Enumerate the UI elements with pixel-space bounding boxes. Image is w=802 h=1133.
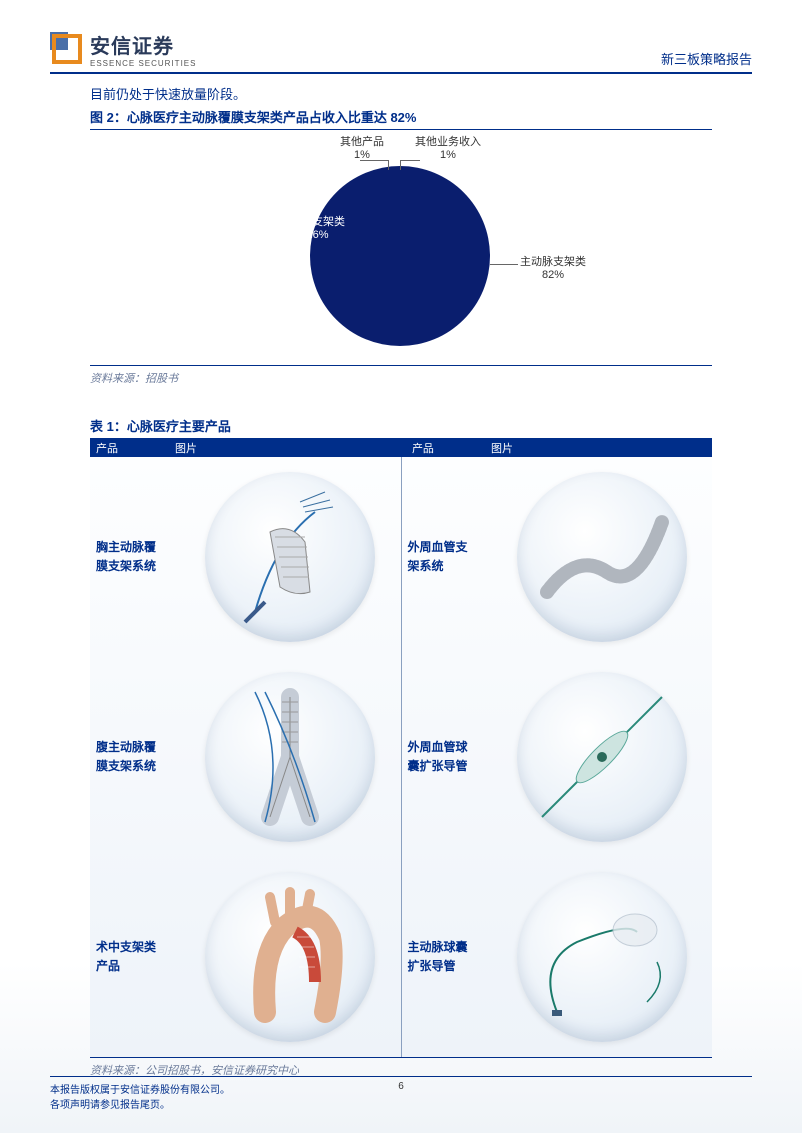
product-image [517, 872, 687, 1042]
company-name-en: ESSENCE SECURITIES [90, 59, 196, 68]
pie-label-main: 主动脉支架类 82% [520, 256, 586, 282]
product-row: 术中支架类产品 [90, 857, 401, 1057]
product-image [517, 472, 687, 642]
balloon-catheter-icon [527, 682, 677, 832]
pie-label-other1: 其他产品 1% [340, 136, 384, 162]
table1-header: 产品 图片 产品 图片 [90, 439, 712, 457]
logo-icon [50, 32, 84, 66]
product-image [205, 472, 375, 642]
product-row: 主动脉球囊扩张导管 [402, 857, 713, 1057]
pie-label-other2: 其他业务收入 1% [415, 136, 481, 162]
product-image [205, 872, 375, 1042]
pie-label-mid: 术中支架类 16% [290, 216, 345, 242]
figure2-title: 图 2：心脉医疗主动脉覆膜支架类产品占收入比重达 82% [90, 107, 712, 130]
stent-y-icon [215, 682, 365, 832]
product-image [205, 672, 375, 842]
product-row: 外周血管球囊扩张导管 [402, 657, 713, 857]
products-grid: 胸主动脉覆膜支架系统 腹主动脉覆膜支架系统 [90, 457, 712, 1058]
intro-text: 目前仍处于快速放量阶段。 [90, 84, 712, 103]
footer-copyright: 本报告版权属于安信证券股份有限公司。 [50, 1081, 230, 1096]
leader-line [400, 160, 401, 170]
product-row: 外周血管支架系统 [402, 457, 713, 657]
leader-line [360, 160, 388, 161]
page-number: 6 [398, 1081, 404, 1092]
table1-title: 表 1：心脉医疗主要产品 [90, 416, 712, 439]
mesh-stent-icon [527, 482, 677, 632]
col-image: 图片 [485, 440, 712, 456]
product-image [517, 672, 687, 842]
product-name: 腹主动脉覆膜支架系统 [90, 738, 180, 776]
balloon-wire-icon [527, 882, 677, 1032]
pie-graphic [310, 166, 490, 346]
logo: 安信证券 ESSENCE SECURITIES [50, 30, 196, 68]
page-header: 安信证券 ESSENCE SECURITIES 新三板策略报告 [50, 30, 752, 74]
product-name: 术中支架类产品 [90, 938, 180, 976]
product-row: 胸主动脉覆膜支架系统 [90, 457, 401, 657]
product-name: 外周血管球囊扩张导管 [402, 738, 492, 776]
leader-line [490, 264, 518, 265]
product-row: 腹主动脉覆膜支架系统 [90, 657, 401, 857]
col-image: 图片 [169, 440, 396, 456]
page-footer: 本报告版权属于安信证券股份有限公司。 各项声明请参见报告尾页。 6 [50, 1076, 752, 1111]
stent-icon [215, 482, 365, 632]
product-name: 外周血管支架系统 [402, 538, 492, 576]
report-type: 新三板策略报告 [661, 49, 752, 68]
leader-line [388, 160, 389, 170]
aorta-icon [215, 882, 365, 1032]
product-name: 主动脉球囊扩张导管 [402, 938, 492, 976]
pie-chart: 主动脉支架类 82% 术中支架类 16% 其他产品 1% 其他业务收入 1% [90, 136, 712, 366]
product-name: 胸主动脉覆膜支架系统 [90, 538, 180, 576]
leader-line [400, 160, 420, 161]
footer-disclaimer: 各项声明请参见报告尾页。 [50, 1096, 230, 1111]
company-name-cn: 安信证券 [90, 30, 196, 59]
col-product: 产品 [406, 440, 485, 456]
col-product: 产品 [90, 440, 169, 456]
figure2-source: 资料来源：招股书 [90, 370, 712, 386]
